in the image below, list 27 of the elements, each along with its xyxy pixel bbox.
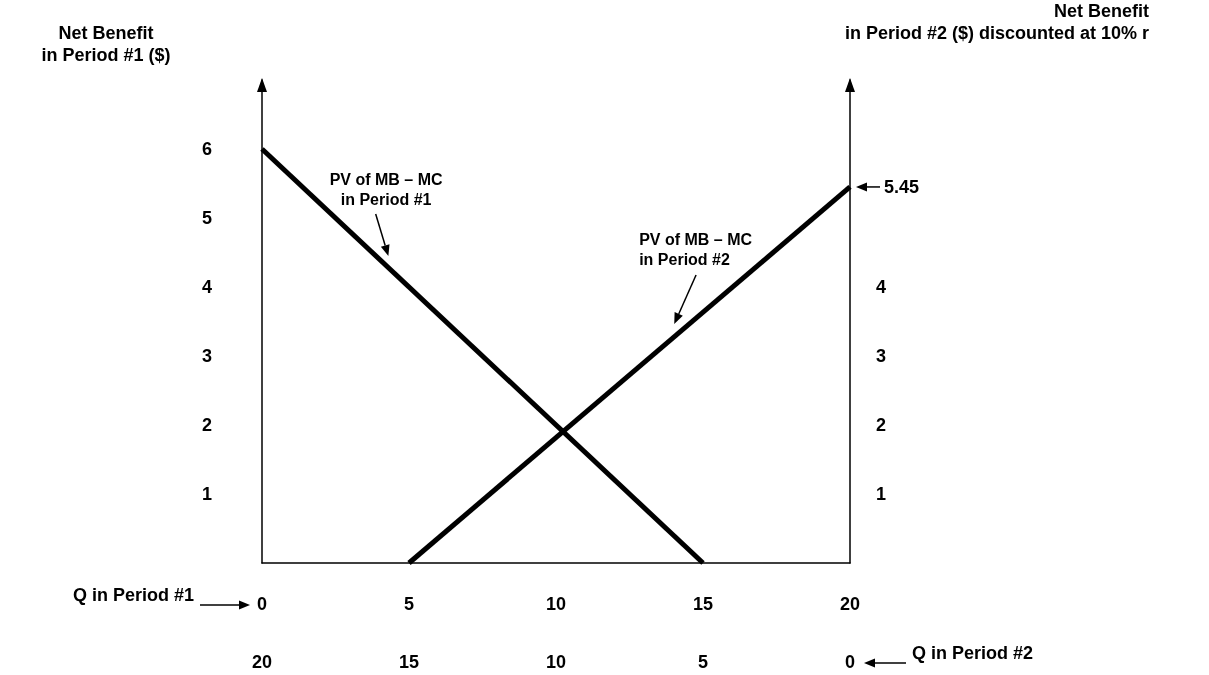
series-label: PV of MB – MC in Period #1 [329, 170, 443, 210]
x2-tick-label: 15 [398, 652, 420, 672]
x-tick-label: 20 [839, 594, 861, 614]
y-axis-title: Net Benefit in Period #1 ($) [40, 22, 172, 66]
y-tick-label: 1 [201, 484, 212, 504]
y-tick-label: 3 [201, 346, 212, 366]
y2-tick-label: 4 [876, 277, 887, 297]
y-tick-label: 6 [201, 139, 212, 159]
x2-tick-label: 0 [844, 652, 856, 672]
x-tick-label: 10 [545, 594, 567, 614]
x-tick-label: 15 [692, 594, 714, 614]
x-axis-title: Q in Period #1 [72, 584, 194, 606]
x-tick-label: 5 [403, 594, 415, 614]
x2-tick-label: 20 [251, 652, 273, 672]
x2-axis-title: Q in Period #2 [912, 642, 1034, 664]
y2-axis-title: Net Benefit in Period #2 ($) discounted at 10% r [844, 0, 1149, 44]
y2-tick-label: 3 [876, 346, 887, 366]
x2-tick-label: 5 [697, 652, 709, 672]
y-tick-label: 5 [201, 208, 212, 228]
y-tick-label: 2 [201, 415, 212, 435]
annotation: 5.45 [884, 175, 920, 198]
y-tick-label: 4 [201, 277, 212, 297]
x2-tick-label: 10 [545, 652, 567, 672]
y2-tick-label: 2 [876, 415, 887, 435]
y2-tick-label: 1 [876, 484, 887, 504]
x-tick-label: 0 [256, 594, 268, 614]
series-label: PV of MB – MC in Period #2 [639, 230, 753, 270]
